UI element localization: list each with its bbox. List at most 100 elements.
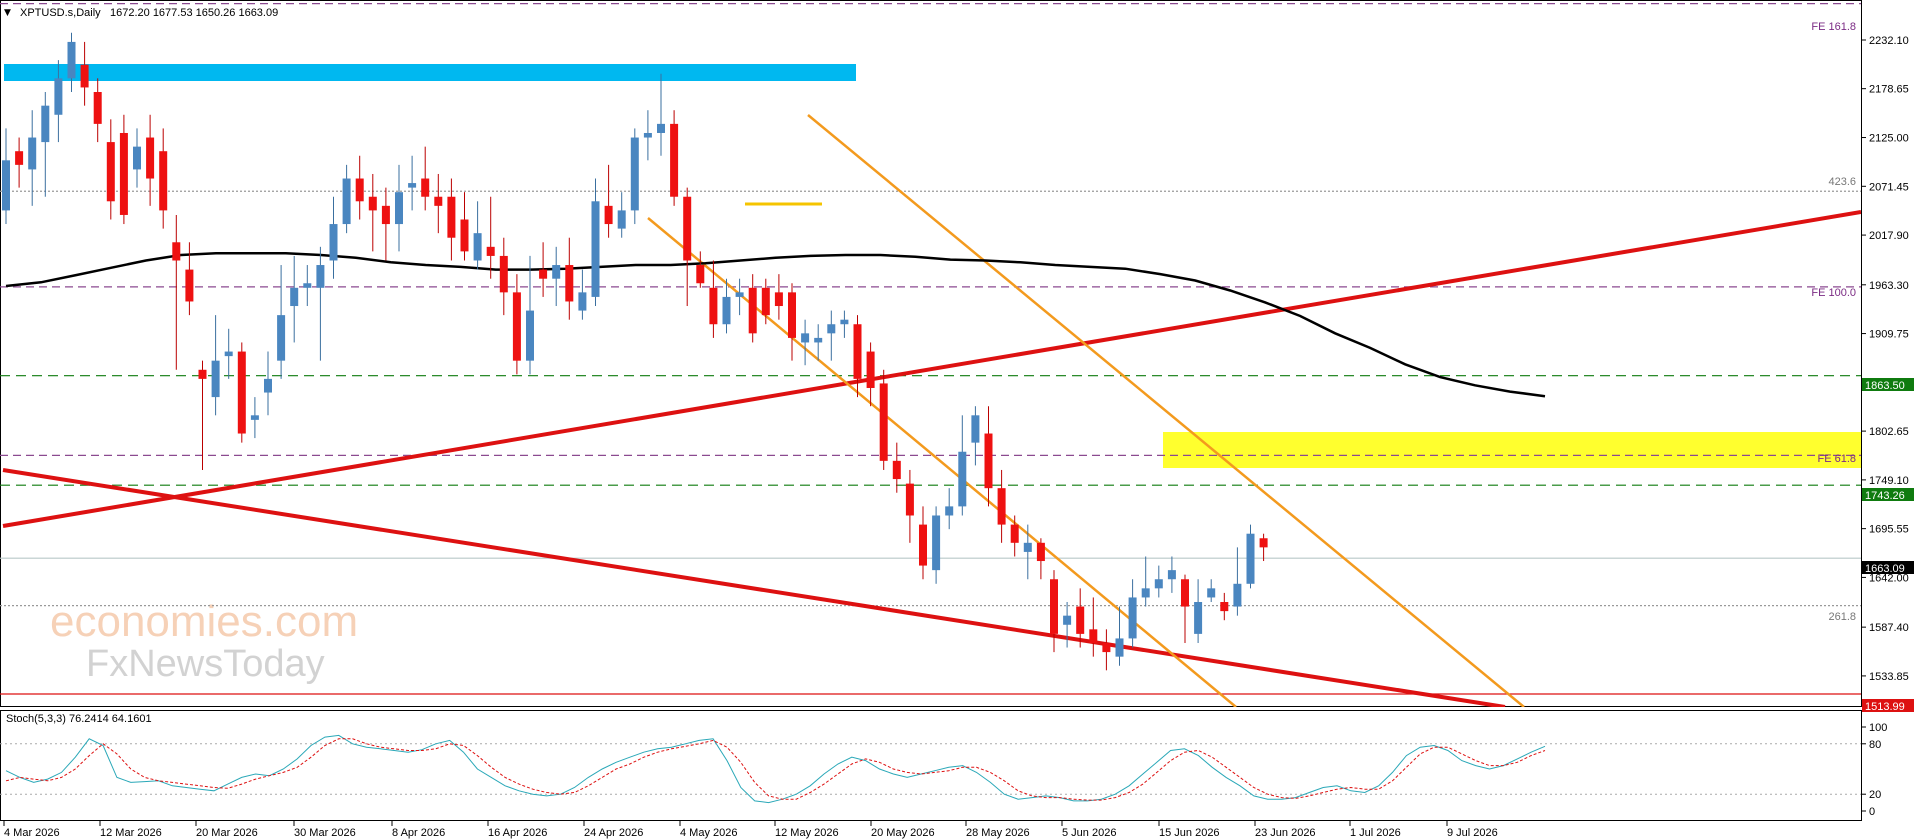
- candle-body: [146, 137, 155, 179]
- y-axis-label: 1642.00: [1869, 572, 1909, 584]
- candle: [1050, 570, 1058, 653]
- candle: [80, 41, 89, 106]
- candle: [119, 114, 128, 225]
- candle-body: [159, 151, 168, 211]
- fib-label-261: 261.8: [1828, 611, 1856, 623]
- candle: [133, 128, 141, 188]
- candle-body: [1141, 588, 1150, 598]
- candle: [801, 319, 810, 366]
- y-axis-label: 1749.10: [1869, 475, 1909, 487]
- candle: [28, 110, 37, 206]
- rising-trendline: [2, 210, 1861, 528]
- y-axis-label: 1695.55: [1869, 524, 1909, 536]
- candle: [264, 351, 272, 416]
- collapse-arrow-icon[interactable]: ▼: [4, 8, 11, 18]
- candle-body: [984, 433, 993, 489]
- candle-body: [434, 196, 443, 206]
- candle-body: [526, 310, 534, 361]
- candle: [67, 32, 76, 93]
- candle-body: [814, 337, 823, 343]
- candle-body: [1167, 570, 1176, 580]
- price-label-1513: 1513.99: [1865, 701, 1905, 713]
- candle-body: [460, 219, 469, 252]
- candle: [1023, 524, 1032, 580]
- price-label-1863: 1863.50: [1865, 380, 1905, 392]
- candle-body: [1089, 629, 1098, 643]
- candle-body: [722, 296, 731, 325]
- x-axis-label: 4 May 2026: [680, 827, 737, 839]
- candle: [591, 178, 600, 307]
- candle-body: [539, 269, 548, 279]
- candle: [971, 406, 980, 466]
- candle: [1181, 574, 1189, 643]
- candle-body: [303, 283, 312, 288]
- candle-body: [1154, 579, 1163, 589]
- candle: [434, 173, 443, 234]
- candle: [1036, 538, 1045, 580]
- candle-body: [395, 192, 403, 225]
- candle: [1220, 592, 1229, 621]
- candle-body: [316, 265, 325, 288]
- candle-body: [211, 360, 220, 398]
- candle: [539, 242, 548, 297]
- candle-body: [997, 488, 1006, 525]
- watermark-economies: economies.com: [50, 597, 358, 646]
- candle: [342, 164, 351, 234]
- candle: [788, 283, 796, 361]
- stochastic-d-line: [5, 738, 1546, 801]
- candle-body: [264, 378, 272, 393]
- candle: [1076, 588, 1085, 648]
- candle: [1102, 629, 1111, 671]
- candle: [722, 278, 731, 334]
- candle: [172, 214, 181, 370]
- candle-body: [381, 205, 390, 225]
- candle-body: [1194, 602, 1203, 634]
- y-axis-label: 1802.65: [1869, 426, 1909, 438]
- channel-line-lower: [647, 217, 1237, 707]
- watermark-fxnewstoday: FxNewsToday: [86, 643, 325, 685]
- candle-body: [1220, 602, 1229, 612]
- candle-body: [630, 137, 639, 211]
- candle: [93, 78, 102, 143]
- candle: [657, 73, 665, 156]
- candle-body: [368, 196, 377, 211]
- x-axis-label: 30 Mar 2026: [294, 827, 356, 839]
- candle-body: [1076, 606, 1085, 634]
- candle: [604, 164, 613, 238]
- candle: [1259, 533, 1268, 562]
- candle-body: [932, 515, 941, 571]
- candle: [290, 255, 299, 343]
- candle: [905, 469, 914, 543]
- symbol-label: XPTUSD.s,Daily: [20, 7, 101, 19]
- x-axis-label: 20 Mar 2026: [196, 827, 258, 839]
- candle-body: [1063, 615, 1072, 625]
- candle: [512, 274, 521, 375]
- candle-body: [643, 132, 652, 138]
- candle: [932, 506, 941, 584]
- candle: [814, 324, 823, 361]
- candle-body: [198, 369, 207, 379]
- candle-body: [2, 160, 10, 211]
- candle-body: [15, 151, 24, 165]
- candle: [748, 274, 757, 343]
- y-axis-label: 2071.45: [1869, 181, 1909, 193]
- candle-body: [421, 178, 430, 197]
- candle-body: [879, 383, 888, 461]
- x-axis-label: 1 Jul 2026: [1350, 827, 1401, 839]
- candle: [277, 265, 286, 379]
- price-label-1743: 1743.26: [1865, 490, 1905, 502]
- candle-body: [1036, 542, 1045, 562]
- candle: [617, 192, 626, 238]
- candle: [919, 506, 927, 580]
- candle-body: [499, 255, 508, 293]
- candle-body: [473, 233, 482, 261]
- x-axis-label: 4 Mar 2026: [4, 827, 60, 839]
- candle-body: [657, 123, 665, 133]
- stochastic-k-line: [5, 734, 1546, 804]
- x-axis-label: 23 Jun 2026: [1255, 827, 1316, 839]
- candle-body: [486, 246, 495, 256]
- candle: [1167, 556, 1176, 593]
- candle: [473, 201, 482, 270]
- candle: [578, 269, 587, 320]
